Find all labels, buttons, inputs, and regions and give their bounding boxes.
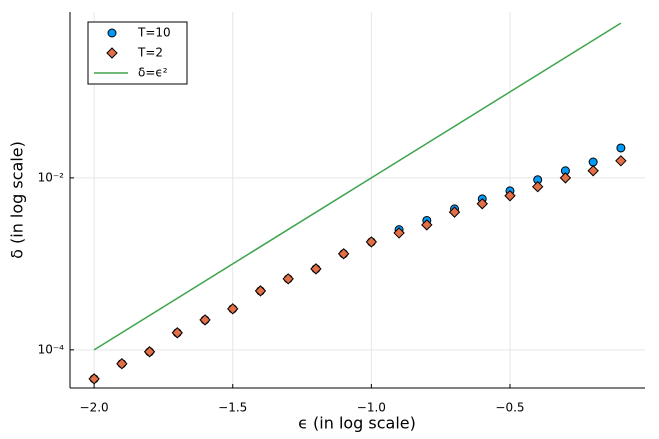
diamond-point	[199, 314, 211, 326]
legend-label: δ=ϵ²	[138, 66, 168, 80]
diamond-point	[337, 248, 350, 260]
diamond-point	[171, 327, 184, 339]
legend-label: T=2	[137, 46, 163, 60]
diamond-point	[227, 303, 239, 315]
circle-point	[616, 143, 626, 153]
diamond-point	[587, 165, 599, 177]
diamond-point	[254, 285, 267, 297]
diamond-point	[116, 357, 128, 370]
x-tick-label: −0.5	[495, 401, 524, 415]
diamond-point	[365, 236, 378, 248]
diamond-point	[559, 172, 572, 184]
diamond-point	[448, 206, 461, 218]
diamond-point	[88, 373, 100, 385]
diamond-point	[421, 219, 433, 231]
legend-label: T=10	[137, 26, 171, 40]
diamond-point	[476, 198, 488, 210]
diamond-point	[531, 180, 544, 193]
y-tick-label: 10⁻⁴	[38, 342, 65, 356]
line	[93, 22, 622, 351]
diamond-point	[282, 273, 294, 285]
legend-swatch	[107, 28, 117, 38]
circle-point	[588, 157, 598, 167]
x-tick-label: −1.5	[218, 401, 247, 415]
y-tick-label: 10⁻²	[38, 170, 65, 184]
x-axis-label: ϵ (in log scale)	[298, 414, 416, 433]
diamond-point	[393, 227, 405, 239]
diamond-point	[504, 190, 516, 202]
diamond-point	[143, 346, 156, 358]
diamond-point	[615, 155, 627, 167]
legend-swatch	[106, 47, 118, 59]
y-axis-label: δ (in log scale)	[8, 141, 27, 259]
x-tick-label: −1.0	[357, 401, 386, 415]
x-tick-label: −2.0	[80, 401, 109, 415]
diamond-point	[310, 263, 322, 275]
